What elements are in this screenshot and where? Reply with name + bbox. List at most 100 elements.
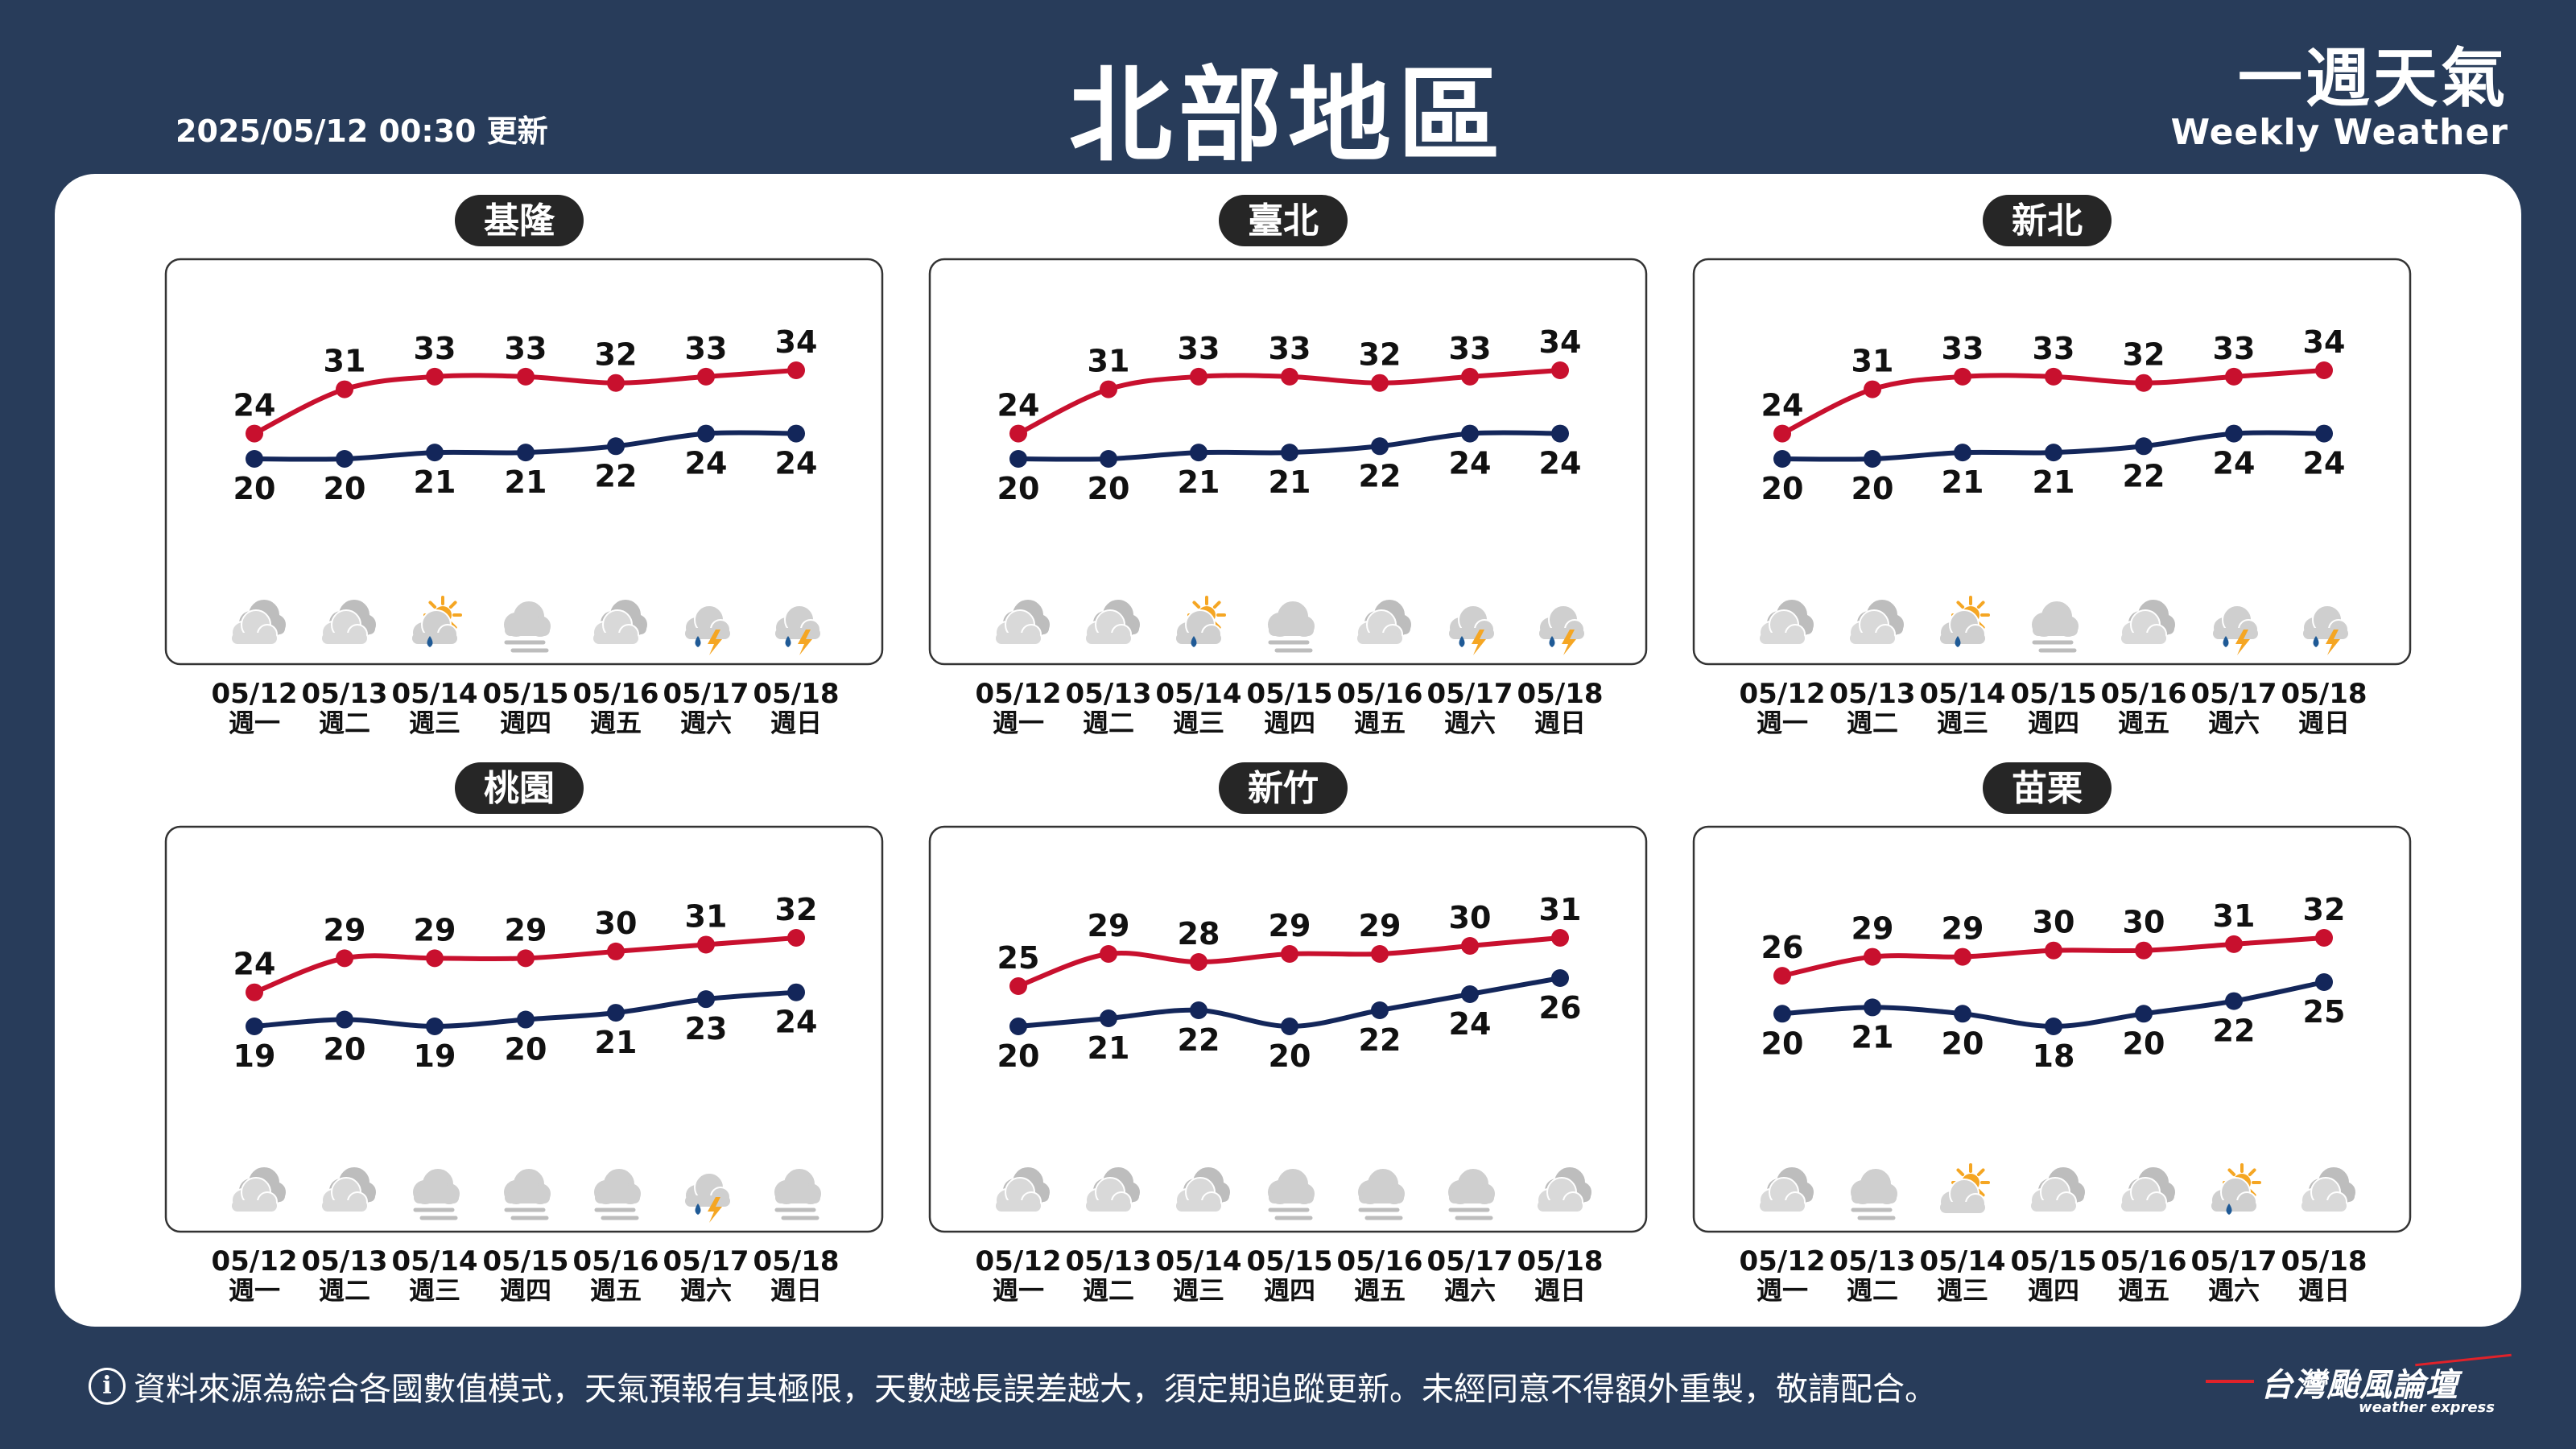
- cloud-shape: [774, 1169, 821, 1204]
- cloud-base: [2121, 1200, 2166, 1212]
- cloud-shape: [1849, 609, 1896, 645]
- high-temp-label: 30: [1449, 900, 1492, 935]
- low-temp-point: [2225, 424, 2243, 443]
- low-temp-point: [2225, 992, 2243, 1010]
- low-temp-point: [1954, 1005, 1971, 1023]
- high-temp-label: 24: [233, 947, 276, 982]
- high-temp-label: 30: [2033, 905, 2075, 940]
- date-label: 05/18: [753, 678, 839, 710]
- low-temp-label: 20: [324, 471, 366, 506]
- cloud-base: [414, 1192, 459, 1203]
- high-temp-point: [697, 935, 715, 954]
- high-temp-label: 32: [1359, 337, 1402, 373]
- cloud-base: [232, 633, 277, 644]
- cloud-base: [593, 633, 638, 644]
- low-temp-point: [1009, 1018, 1027, 1035]
- raindrop-icon: [695, 1203, 701, 1215]
- high-temp-label: 24: [997, 388, 1040, 423]
- weekday-label: 週五: [1354, 708, 1406, 738]
- cloud-shape: [1268, 1169, 1315, 1204]
- high-temp-label: 31: [1088, 344, 1130, 379]
- low-temp-label: 24: [1449, 446, 1492, 481]
- high-temp-label: 32: [2123, 337, 2165, 373]
- cloud-base: [2301, 1200, 2347, 1212]
- cloud-base: [996, 633, 1041, 644]
- date-label: 05/15: [2010, 1245, 2096, 1278]
- low-temp-point: [1461, 985, 1479, 1003]
- cloud-base: [322, 1200, 367, 1212]
- low-temp-label: 24: [775, 1005, 818, 1040]
- high-temp-label: 31: [324, 344, 366, 379]
- high-temp-point: [697, 367, 715, 386]
- date-label: 05/14: [391, 1245, 477, 1278]
- lightning-icon: [2235, 630, 2250, 655]
- low-temp-point: [1864, 998, 1881, 1017]
- date-label: 05/17: [2190, 678, 2277, 710]
- cloudy-icon: [995, 1167, 1050, 1212]
- thunderstorm-icon: [684, 1172, 731, 1223]
- high-temp-point: [787, 361, 805, 379]
- cloudy-icon: [231, 600, 286, 645]
- partly-sunny-rain-icon: [411, 596, 462, 647]
- weekday-label: 週一: [993, 1275, 1044, 1306]
- low-temp-label: 20: [1088, 471, 1130, 506]
- low-temp-label: 22: [1178, 1022, 1220, 1058]
- sun-ray: [2248, 1168, 2256, 1177]
- lightning-icon: [2326, 630, 2340, 655]
- cloud-base: [322, 633, 367, 644]
- raindrop-icon: [1549, 636, 1555, 647]
- low-temp-point: [607, 1004, 625, 1022]
- high-temp-point: [1009, 977, 1027, 995]
- brand-title-cn: 一週天氣: [2238, 41, 2508, 116]
- location-title: 基隆: [484, 200, 555, 242]
- raindrop-icon: [1459, 636, 1465, 647]
- fog-icon: [594, 1169, 641, 1220]
- cloud-shape: [504, 1169, 551, 1204]
- weekday-label: 週日: [2298, 708, 2350, 738]
- date-label: 05/14: [1919, 678, 2005, 710]
- cloudy-icon: [1175, 1167, 1230, 1212]
- cloud-base: [2031, 1200, 2076, 1212]
- low-temp-label: 20: [1761, 1026, 1804, 1061]
- low-temp-point: [2045, 444, 2062, 462]
- high-temp-point: [1281, 945, 1298, 963]
- location-pill: [455, 195, 584, 246]
- low-temp-label: 22: [1359, 458, 1402, 493]
- low-temp-point: [1100, 1009, 1117, 1027]
- raindrop-icon: [1955, 636, 1961, 647]
- low-temp-label: 20: [997, 471, 1040, 506]
- chart-frame: [164, 258, 884, 666]
- cloud-base: [2211, 1200, 2256, 1212]
- lightning-icon: [1472, 630, 1486, 655]
- weekday-label: 週二: [1847, 708, 1898, 738]
- location-pill: [1219, 762, 1348, 814]
- cloudy-icon: [2030, 1167, 2085, 1212]
- cloudy-icon: [592, 600, 647, 645]
- low-temp-point: [1009, 450, 1027, 468]
- location-title: 桃園: [484, 768, 555, 809]
- cloud-shape: [1759, 1177, 1806, 1212]
- weekday-label: 週二: [1847, 1275, 1898, 1306]
- date-label: 05/14: [1155, 1245, 1241, 1278]
- cloud-shape: [592, 609, 639, 645]
- brand-title-en: Weekly Weather: [2170, 112, 2508, 153]
- raindrop-icon: [695, 636, 701, 647]
- low-temp-point: [1281, 1018, 1298, 1035]
- cloud-shape: [231, 609, 278, 645]
- cloud-base: [775, 628, 820, 639]
- lightning-icon: [708, 630, 722, 655]
- cloud-shape: [2120, 609, 2167, 645]
- weekday-label: 週日: [2298, 1275, 2350, 1306]
- weekday-label: 週六: [2208, 1275, 2260, 1306]
- high-temp-point: [426, 367, 444, 386]
- lightning-icon: [708, 1197, 722, 1223]
- cloudy-icon: [995, 600, 1050, 645]
- weekday-label: 週日: [1534, 1275, 1586, 1306]
- date-label: 05/13: [301, 1245, 387, 1278]
- thunderstorm-icon: [2302, 605, 2349, 655]
- low-temp-label: 21: [1269, 464, 1311, 500]
- low-temp-point: [1100, 450, 1117, 468]
- cloud-shape: [995, 609, 1042, 645]
